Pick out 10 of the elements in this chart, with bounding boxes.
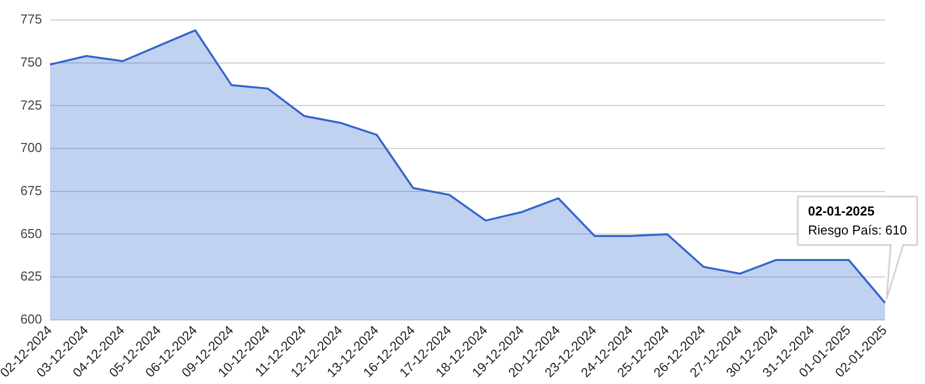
y-tick-label: 775 [20,12,42,27]
annotation: Riesgo País: 610 [808,222,908,238]
y-tick-label: 650 [20,226,42,241]
y-tick-label: 675 [20,182,42,198]
y-tick-label: 750 [20,54,42,70]
annotation: 02-01-2025 [808,203,874,218]
y-tick-label: 725 [20,97,42,112]
y-tick-label: 600 [20,312,42,327]
y-tick-label: 700 [20,140,42,156]
y-tick-label: 625 [20,268,42,284]
